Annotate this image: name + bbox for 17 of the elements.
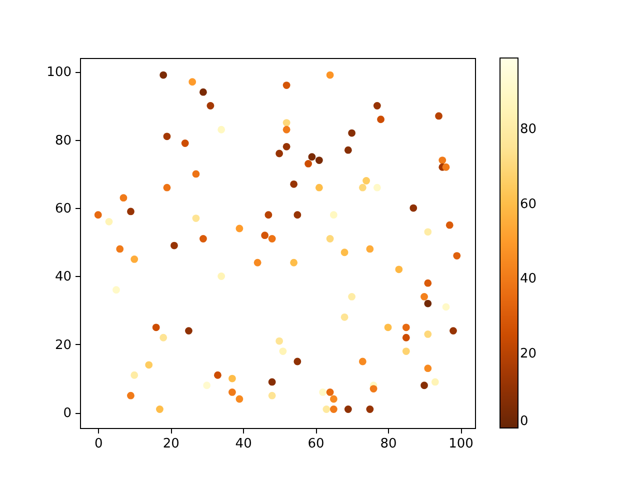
x-tick-label: 100 <box>448 436 474 452</box>
x-tick-label: 20 <box>162 436 180 452</box>
x-tick-label: 60 <box>308 436 324 452</box>
x-tick-label: 40 <box>235 436 252 452</box>
y-tick-label: 40 <box>54 270 72 285</box>
color-bar-label: 20 <box>520 346 537 362</box>
y-tick-label: 0 <box>63 406 72 422</box>
color-bar-label: 80 <box>520 122 537 138</box>
y-tick-label: 100 <box>46 65 72 80</box>
y-tick-label: 80 <box>54 133 72 148</box>
y-tick-label: 60 <box>54 202 72 217</box>
color-bar-label: 0 <box>520 414 528 429</box>
x-tick-label: 80 <box>380 436 397 452</box>
color-bar-label: 60 <box>520 196 537 212</box>
color-bar-label: 40 <box>520 272 537 287</box>
x-tick-label: 0 <box>94 436 103 452</box>
y-tick-label: 20 <box>54 338 72 353</box>
